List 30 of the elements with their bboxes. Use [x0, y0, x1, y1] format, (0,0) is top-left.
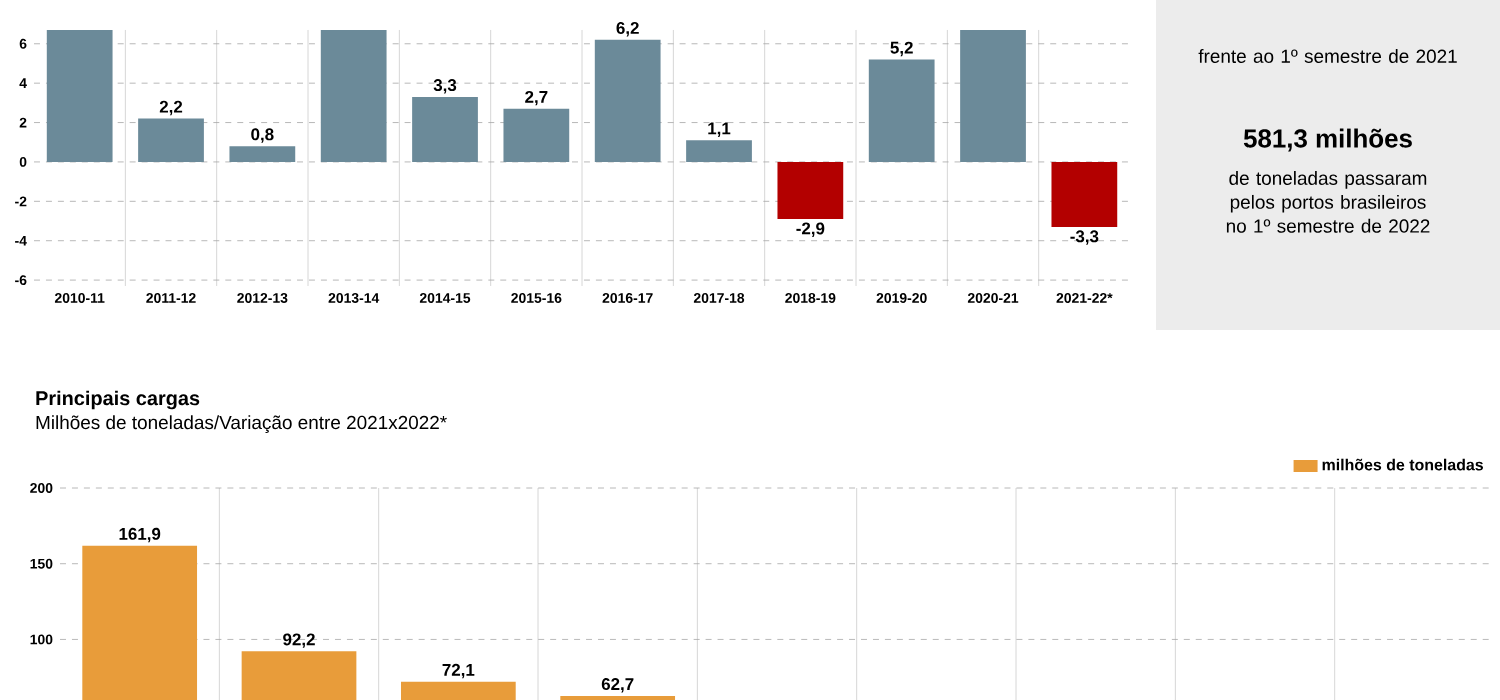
bar: [412, 96, 478, 162]
data-label: 1,1: [708, 122, 731, 137]
chart-subtitle: Milhões de toneladas/Variação entre 2021x2022*: [36, 415, 447, 433]
text: 92,2: [283, 633, 315, 648]
bar: [138, 118, 204, 162]
data-label: 6,2: [616, 22, 639, 37]
text: 161,9: [119, 527, 161, 543]
data-label: 3,3: [433, 79, 457, 94]
bar: [229, 146, 296, 162]
data-label: 5,2: [890, 41, 913, 57]
bar: [594, 39, 661, 162]
data-label: 2,7: [525, 90, 548, 106]
bar: [46, 29, 113, 162]
bar: [1051, 161, 1118, 227]
bar: [868, 59, 935, 162]
bar: [960, 29, 1026, 162]
data-label: -2,9: [796, 222, 825, 237]
text: 72,1: [442, 663, 475, 679]
data-label: -3,3: [1070, 230, 1099, 245]
text: 62,7: [601, 678, 634, 693]
bar: [503, 108, 570, 162]
chart-title: Principais cargas: [36, 390, 200, 410]
bar: [777, 161, 844, 220]
bar: [320, 29, 387, 162]
text: frente ao 1º semestre de 2021: [1198, 49, 1457, 63]
text: de toneladas passaram pelos portos brasileiros no 1º semestre de 2022: [1226, 171, 1430, 233]
data-label: 2,2: [159, 100, 183, 116]
data-label: 0,8: [251, 128, 274, 143]
bar: [686, 140, 752, 162]
text: 581,3 milhões: [1243, 128, 1412, 152]
